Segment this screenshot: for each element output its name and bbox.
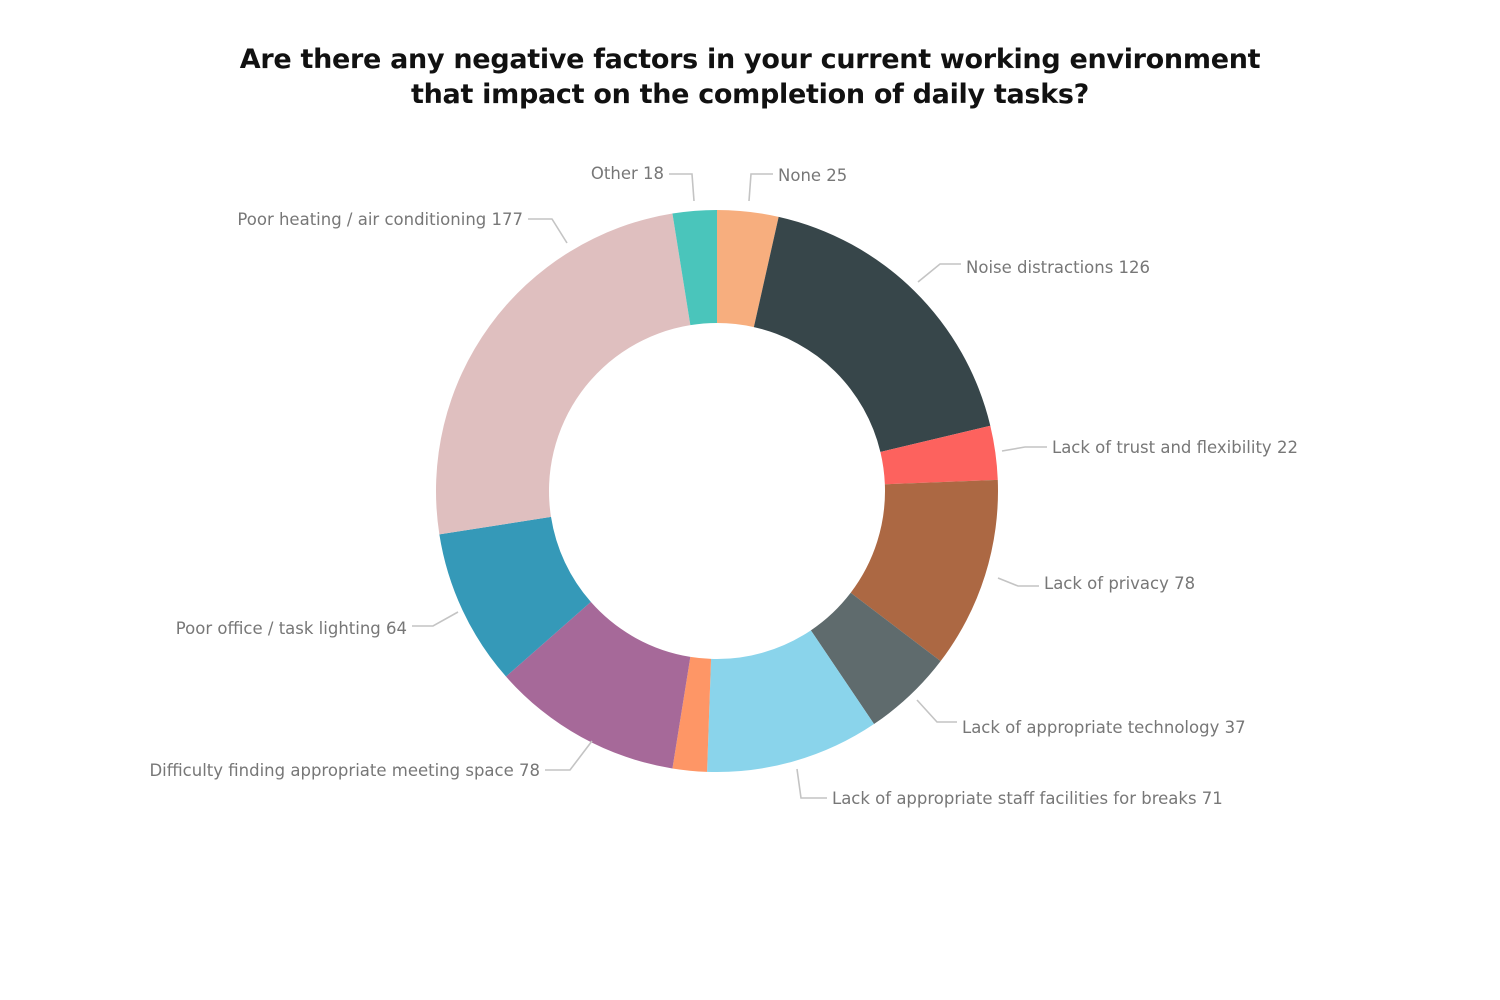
slice-other bbox=[672, 210, 717, 326]
slice-difficulty-finding-appropriate-meeting-space bbox=[505, 601, 691, 769]
slice-poor-heating-air-conditioning bbox=[436, 213, 691, 535]
slice-noise-distractions bbox=[753, 216, 991, 452]
leader-line-none bbox=[748, 173, 773, 202]
leader-line-poor-office-task-lighting bbox=[412, 611, 459, 627]
slice-label-poor-office-task-lighting: Poor office / task lighting 64 bbox=[176, 619, 407, 638]
slice-label-lack-of-trust-and-flexibility: Lack of trust and flexibility 22 bbox=[1052, 438, 1298, 457]
chart-title-line-2: that impact on the completion of daily t… bbox=[411, 79, 1089, 110]
leader-line-noise-distractions bbox=[917, 263, 961, 283]
slice-poor-office-task-lighting bbox=[439, 516, 591, 677]
slice-label-none: None 25 bbox=[778, 166, 847, 185]
slice-lack-of-appropriate-staff-facilities-for-breaks bbox=[707, 630, 875, 772]
leader-line-difficulty-finding-appropriate-meeting-space bbox=[545, 740, 593, 771]
leader-lines bbox=[412, 173, 1047, 799]
leader-line-lack-of-trust-and-flexibility bbox=[1001, 446, 1047, 452]
slice-label-poor-heating-air-conditioning: Poor heating / air conditioning 177 bbox=[237, 210, 523, 229]
slice-lack-of-privacy bbox=[850, 479, 999, 662]
leader-line-other bbox=[669, 173, 695, 202]
slice-none bbox=[717, 210, 779, 328]
slice-label-other: Other 18 bbox=[591, 164, 664, 183]
slice-label-lack-of-privacy: Lack of privacy 78 bbox=[1044, 574, 1195, 593]
slice-lack-of-appropriate-technology bbox=[810, 592, 941, 725]
slice-label-lack-of-appropriate-technology: Lack of appropriate technology 37 bbox=[962, 718, 1246, 737]
leader-line-lack-of-privacy bbox=[997, 577, 1039, 587]
chart-title: Are there any negative factors in your c… bbox=[0, 42, 1500, 112]
chart-title-line-1: Are there any negative factors in your c… bbox=[239, 44, 1261, 75]
slice-label-noise-distractions: Noise distractions 126 bbox=[966, 258, 1150, 277]
slice-label-lack-of-appropriate-staff-facilities-for-breaks: Lack of appropriate staff facilities for… bbox=[832, 789, 1223, 808]
leader-line-lack-of-appropriate-staff-facilities-for-breaks bbox=[796, 768, 827, 799]
slice-label-difficulty-finding-appropriate-meeting-space: Difficulty finding appropriate meeting s… bbox=[149, 761, 540, 780]
leader-line-lack-of-appropriate-technology bbox=[916, 699, 957, 723]
slice-unlabeled bbox=[672, 656, 712, 772]
donut-slices bbox=[436, 210, 999, 772]
slice-lack-of-trust-and-flexibility bbox=[880, 425, 998, 485]
slice-labels: None 25 Noise distractions 126 Lack of tru… bbox=[149, 164, 1298, 808]
leader-line-poor-heating-air-conditioning bbox=[528, 218, 568, 244]
